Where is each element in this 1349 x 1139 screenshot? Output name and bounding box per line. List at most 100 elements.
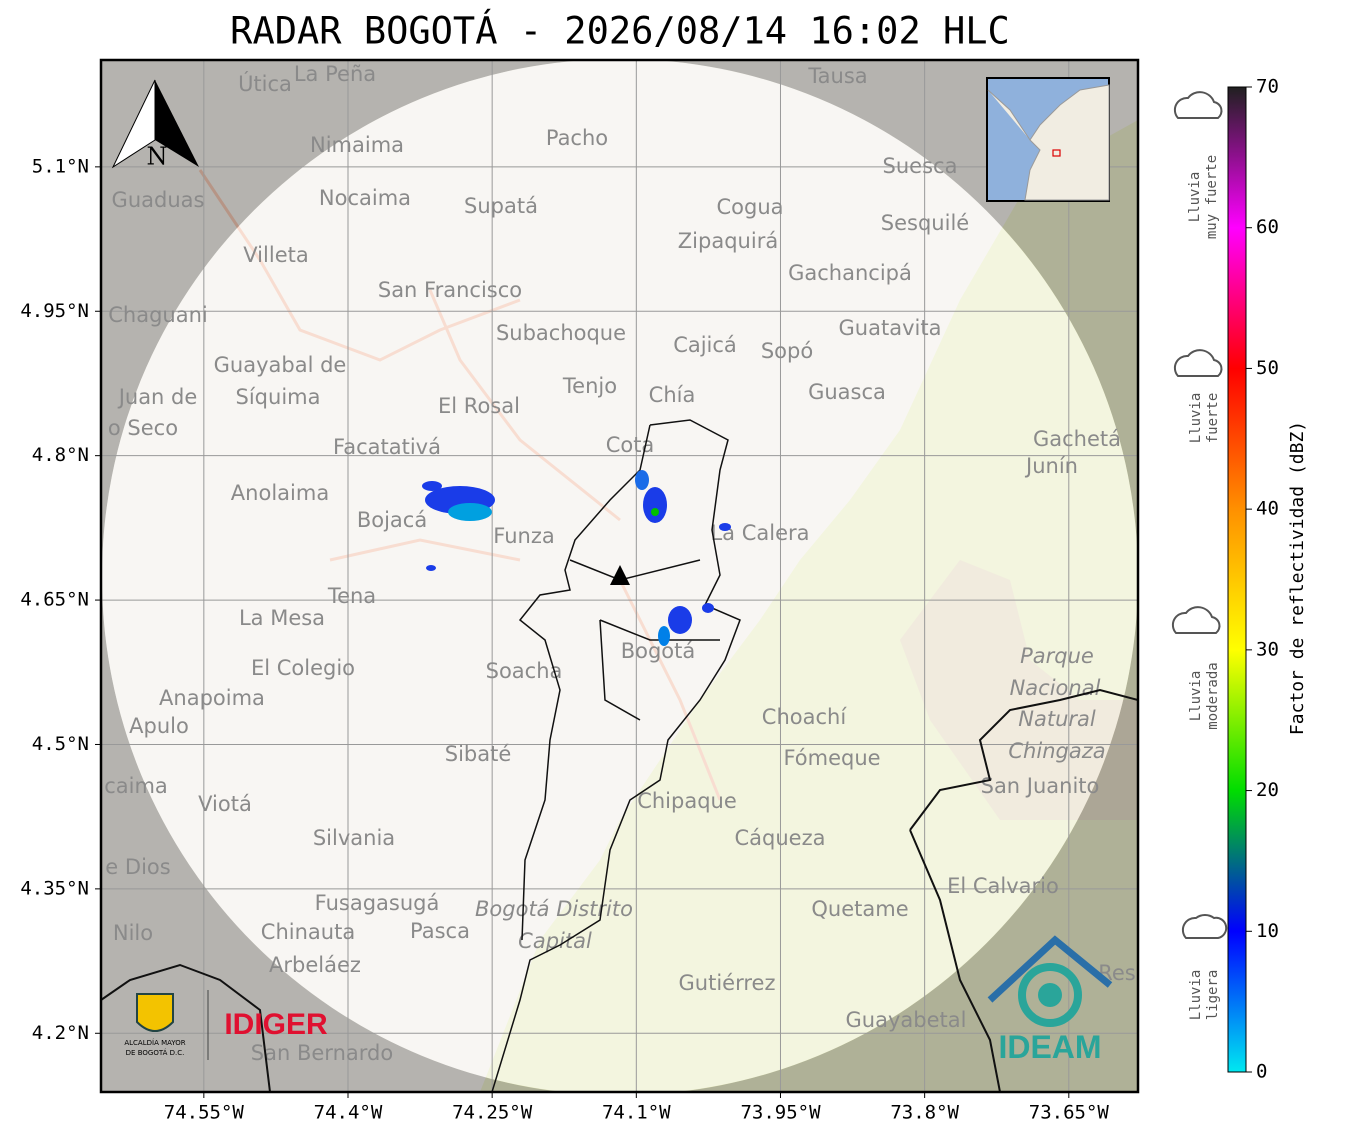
- x-tick-label: 74.4°W: [314, 1102, 383, 1124]
- place-label: San Juanito: [981, 774, 1100, 798]
- radar-echoes: [422, 470, 731, 646]
- place-label: Cajicá: [673, 333, 737, 357]
- place-label: Chingaza: [1008, 739, 1105, 763]
- place-label: Cogua: [716, 195, 783, 219]
- place-label: Pacho: [546, 126, 608, 150]
- place-label: Soacha: [486, 659, 563, 683]
- place-label: Gachetá: [1033, 427, 1121, 451]
- place-label: o Seco: [108, 416, 178, 440]
- place-label: Sopó: [761, 339, 813, 363]
- place-label: Cáqueza: [735, 826, 826, 850]
- alcaldia-logo: ALCALDÍA MAYOR DE BOGOTÁ D.C. IDIGER: [124, 990, 328, 1060]
- place-label: La Peña: [294, 62, 376, 86]
- colorbar-tick-label: 50: [1256, 357, 1279, 379]
- place-label: Sesquilé: [881, 211, 969, 235]
- colorbar-label: Factor de reflectividad (dBZ): [1287, 421, 1308, 735]
- rain-category: Lluvia: [1188, 970, 1204, 1021]
- x-tick-label: 73.8°W: [890, 1102, 959, 1124]
- dept-boundaries: [101, 688, 1138, 1092]
- echo: [635, 470, 649, 490]
- place-label: Funza: [493, 524, 554, 548]
- place-label: Nilo: [113, 921, 153, 945]
- north-arrow: N: [111, 79, 199, 171]
- place-label: Bojacá: [357, 508, 427, 532]
- inset-map: [986, 77, 1110, 202]
- place-label: Guasca: [808, 380, 886, 404]
- colorbar-tick-label: 20: [1256, 779, 1279, 801]
- map-area: Útica La Peña Tausa Pacho Nimaima Guaduas Noca…: [101, 60, 1138, 1092]
- place-label: Viotá: [198, 792, 252, 816]
- north-label: N: [147, 143, 168, 171]
- colorbar-tick-label: 70: [1256, 76, 1279, 98]
- place-label: Chipaque: [637, 789, 737, 813]
- place-label: Nacional: [1010, 676, 1101, 700]
- place-label: Chinauta: [261, 920, 355, 944]
- ideam-logo: IDEAM: [987, 935, 1113, 1065]
- colorbar-tick-label: 10: [1256, 920, 1279, 942]
- echo: [426, 565, 436, 571]
- echo: [643, 487, 667, 523]
- colorbar-tick-label: 30: [1256, 638, 1279, 660]
- place-label: Quetame: [811, 897, 908, 921]
- place-label: Apulo: [129, 714, 189, 738]
- place-label: Natural: [1018, 707, 1096, 731]
- place-label: Subachoque: [496, 321, 626, 345]
- x-tick-label: 73.65°W: [1029, 1102, 1110, 1124]
- place-label: Sibaté: [445, 742, 512, 766]
- rain-category: muy fuerte: [1204, 155, 1220, 239]
- place-label: San Bernardo: [251, 1041, 393, 1065]
- place-label: Guatavita: [839, 316, 942, 340]
- x-tick-label: 74.1°W: [602, 1102, 671, 1124]
- place-label: Junín: [1024, 454, 1078, 478]
- place-label: El Rosal: [438, 394, 520, 418]
- place-label: Guaduas: [112, 188, 205, 212]
- place-label: Juan de: [117, 385, 198, 409]
- rain-category: ligera: [1205, 970, 1221, 1021]
- place-label: Nimaima: [310, 133, 404, 157]
- map-frame: [99, 58, 1140, 1094]
- place-label: Choachí: [762, 705, 848, 729]
- place-label: Gachancipá: [788, 261, 912, 285]
- place-label: Pasca: [410, 919, 470, 943]
- place-label: Suesca: [883, 154, 958, 178]
- y-tick-label: 4.8°N: [32, 444, 89, 466]
- place-label: Bogotá: [621, 639, 696, 663]
- echo: [448, 503, 492, 521]
- place-label: Arbeláez: [269, 953, 361, 977]
- y-tick-label: 4.95°N: [20, 300, 89, 322]
- colorbar-tick-label: 0: [1256, 1061, 1267, 1083]
- echo: [719, 523, 731, 531]
- y-tick-label: 4.5°N: [32, 733, 89, 755]
- alcaldia-text: ALCALDÍA MAYOR: [124, 1038, 185, 1047]
- place-label: Anapoima: [159, 686, 265, 710]
- rain-category: moderada: [1205, 662, 1221, 729]
- rain-category: Lluvia: [1188, 671, 1204, 722]
- place-label: El Calvario: [947, 874, 1059, 898]
- alcaldia-text: DE BOGOTÁ D.C.: [126, 1048, 185, 1057]
- place-label: Fusagasugá: [315, 891, 440, 915]
- place-label: Chía: [649, 383, 696, 407]
- place-label: Parque: [1020, 644, 1094, 668]
- place-label: Bogotá Distrito: [475, 897, 633, 921]
- x-tick-label: 74.25°W: [452, 1102, 533, 1124]
- place-label: Silvania: [313, 826, 395, 850]
- y-tick-label: 4.35°N: [20, 877, 89, 899]
- echo: [668, 606, 692, 634]
- echo: [422, 481, 442, 491]
- radar-site: [610, 565, 630, 585]
- colorbar-tick-label: 40: [1256, 498, 1279, 520]
- rain-category: fuerte: [1205, 393, 1221, 444]
- echo: [651, 508, 659, 516]
- y-tick-label: 5.1°N: [32, 155, 89, 177]
- ideam-text: IDEAM: [998, 1029, 1101, 1065]
- place-label: Tausa: [807, 64, 867, 88]
- idiger-logo: IDIGER: [224, 1008, 328, 1041]
- place-label: Anolaima: [231, 481, 329, 505]
- colorbar: [1227, 86, 1247, 1073]
- place-label: Villeta: [243, 243, 308, 267]
- title: RADAR BOGOTÁ - 2026/08/14 16:02 HLC: [230, 9, 1010, 53]
- rain-category: Lluvia: [1187, 172, 1203, 223]
- place-label: Tenjo: [562, 374, 617, 398]
- y-tick-label: 4.2°N: [32, 1022, 89, 1044]
- x-tick-label: 74.55°W: [164, 1102, 245, 1124]
